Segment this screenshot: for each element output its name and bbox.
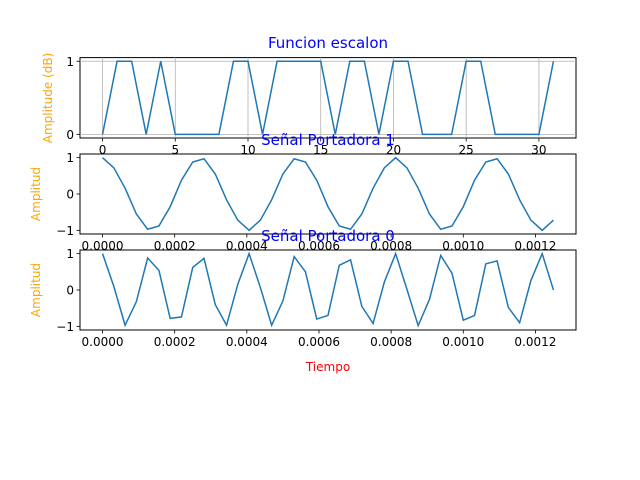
chart-title-step: Funcion escalon [268, 34, 388, 52]
y-tick-label: −1 [56, 224, 74, 238]
x-axis-label-carrier-0: Tiempo [305, 360, 350, 374]
y-tick-label: 1 [66, 55, 74, 69]
x-tick-label: 0.0006 [298, 335, 340, 349]
grid-step [80, 57, 576, 138]
series-line-carrier-1 [102, 156, 554, 232]
y-ticks-carrier-1: −1 0 1 [56, 151, 80, 238]
x-tick-label: 0.0012 [514, 335, 556, 349]
y-axis-label-carrier-0: Amplitud [29, 263, 43, 317]
chart-title-carrier-0: Señal Portadora 0 [261, 227, 395, 245]
x-tick-label: 0.0000 [82, 335, 124, 349]
y-tick-label: 0 [66, 128, 74, 142]
x-tick-label: 5 [171, 143, 179, 157]
axes-frame-carrier-0 [79, 249, 577, 331]
y-tick-label: 1 [66, 247, 74, 261]
y-tick-label: 0 [66, 284, 74, 298]
y-tick-label: 0 [66, 188, 74, 202]
series-line-carrier-0 [101, 251, 555, 328]
y-ticks-carrier-0: −1 0 1 [56, 247, 80, 334]
subplot-step: 0 5 10 15 20 25 30 01 Funcion escalon Amplitud… [41, 34, 577, 157]
x-tick-label: 0.0002 [154, 335, 196, 349]
x-tick-label: 0.0004 [226, 335, 268, 349]
series-line-step [101, 60, 555, 136]
y-ticks-step: 01 [66, 55, 80, 142]
y-axis-label-step: Amplitude (dB) [41, 53, 55, 144]
y-axis-label-carrier-1: Amplitud [29, 167, 43, 221]
x-tick-label: 0 [99, 143, 107, 157]
x-ticks-carrier-0: 0.0000 0.0002 0.0004 0.0006 0.0008 0.0010 0.00… [82, 330, 556, 349]
x-tick-label: 0.0010 [442, 335, 484, 349]
x-tick-label: 0.0008 [370, 335, 412, 349]
y-tick-label: 1 [66, 151, 74, 165]
chart-title-carrier-1: Señal Portadora 1 [261, 131, 395, 149]
subplot-carrier-0: 0.0000 0.0002 0.0004 0.0006 0.0008 0.0010 0.00… [29, 227, 577, 374]
y-tick-label: −1 [56, 320, 74, 334]
